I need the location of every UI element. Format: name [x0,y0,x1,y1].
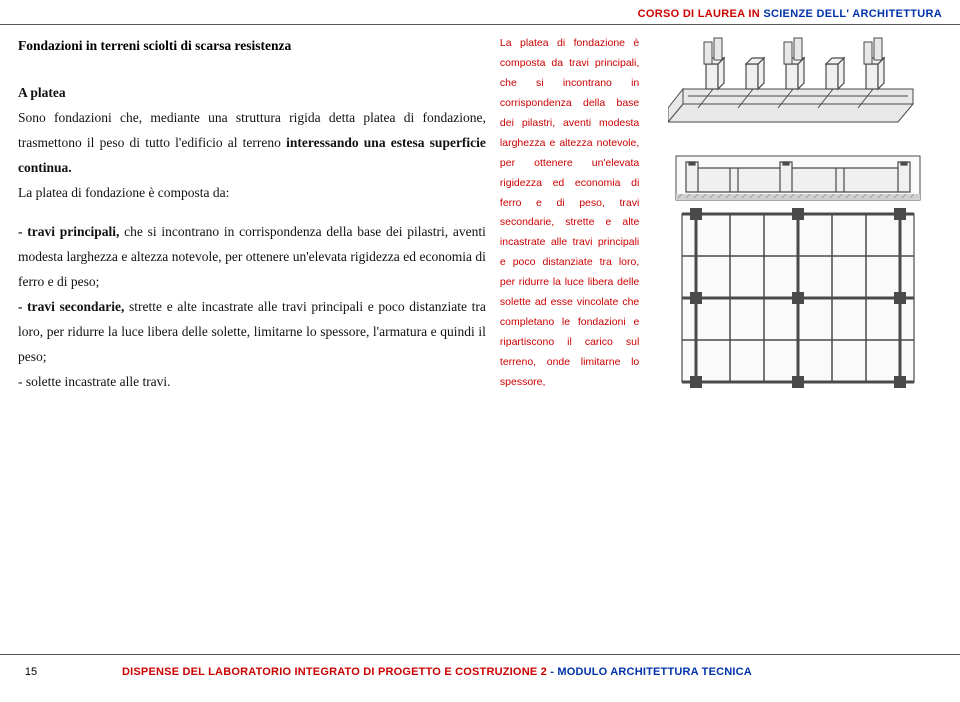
foundation-plan-figure [668,148,928,388]
footer-blue: - MODULO ARCHITETTURA TECNICA [547,666,752,678]
side-note-column: La platea di fondazione è composta da tr… [500,34,639,634]
list-item-1: - travi principali, che si incontrano in… [18,220,486,295]
section-title: Fondazioni in terreni sciolti di scarsa … [18,34,486,59]
left-column: Fondazioni in terreni sciolti di scarsa … [18,34,486,634]
header-red: CORSO DI LAUREA IN [638,8,760,20]
main-content: Fondazioni in terreni sciolti di scarsa … [18,34,942,634]
footer-text: DISPENSE DEL LABORATORIO INTEGRATO DI PR… [122,666,752,678]
figures-column [653,34,942,634]
footer-divider [0,654,960,655]
header-blue: SCIENZE DELL' ARCHITETTURA [760,8,942,20]
side-note-text: La platea di fondazione è composta da tr… [500,34,639,393]
subheading-platea: A platea [18,81,486,106]
foundation-3d-figure [668,34,928,134]
footer-red: DISPENSE DEL LABORATORIO INTEGRATO DI PR… [122,666,547,678]
top-divider [0,24,960,25]
list-item-2: - travi secondarie, strette e alte incas… [18,295,486,370]
paragraph-composition: La platea di fondazione è composta da: [18,181,486,206]
page-number: 15 [0,666,62,678]
paragraph-intro: Sono fondazioni che, mediante una strutt… [18,106,486,181]
course-header: CORSO DI LAUREA IN SCIENZE DELL' ARCHITE… [638,8,942,20]
page-footer: 15 DISPENSE DEL LABORATORIO INTEGRATO DI… [0,654,960,684]
list-item-3: - solette incastrate alle travi. [18,370,486,395]
